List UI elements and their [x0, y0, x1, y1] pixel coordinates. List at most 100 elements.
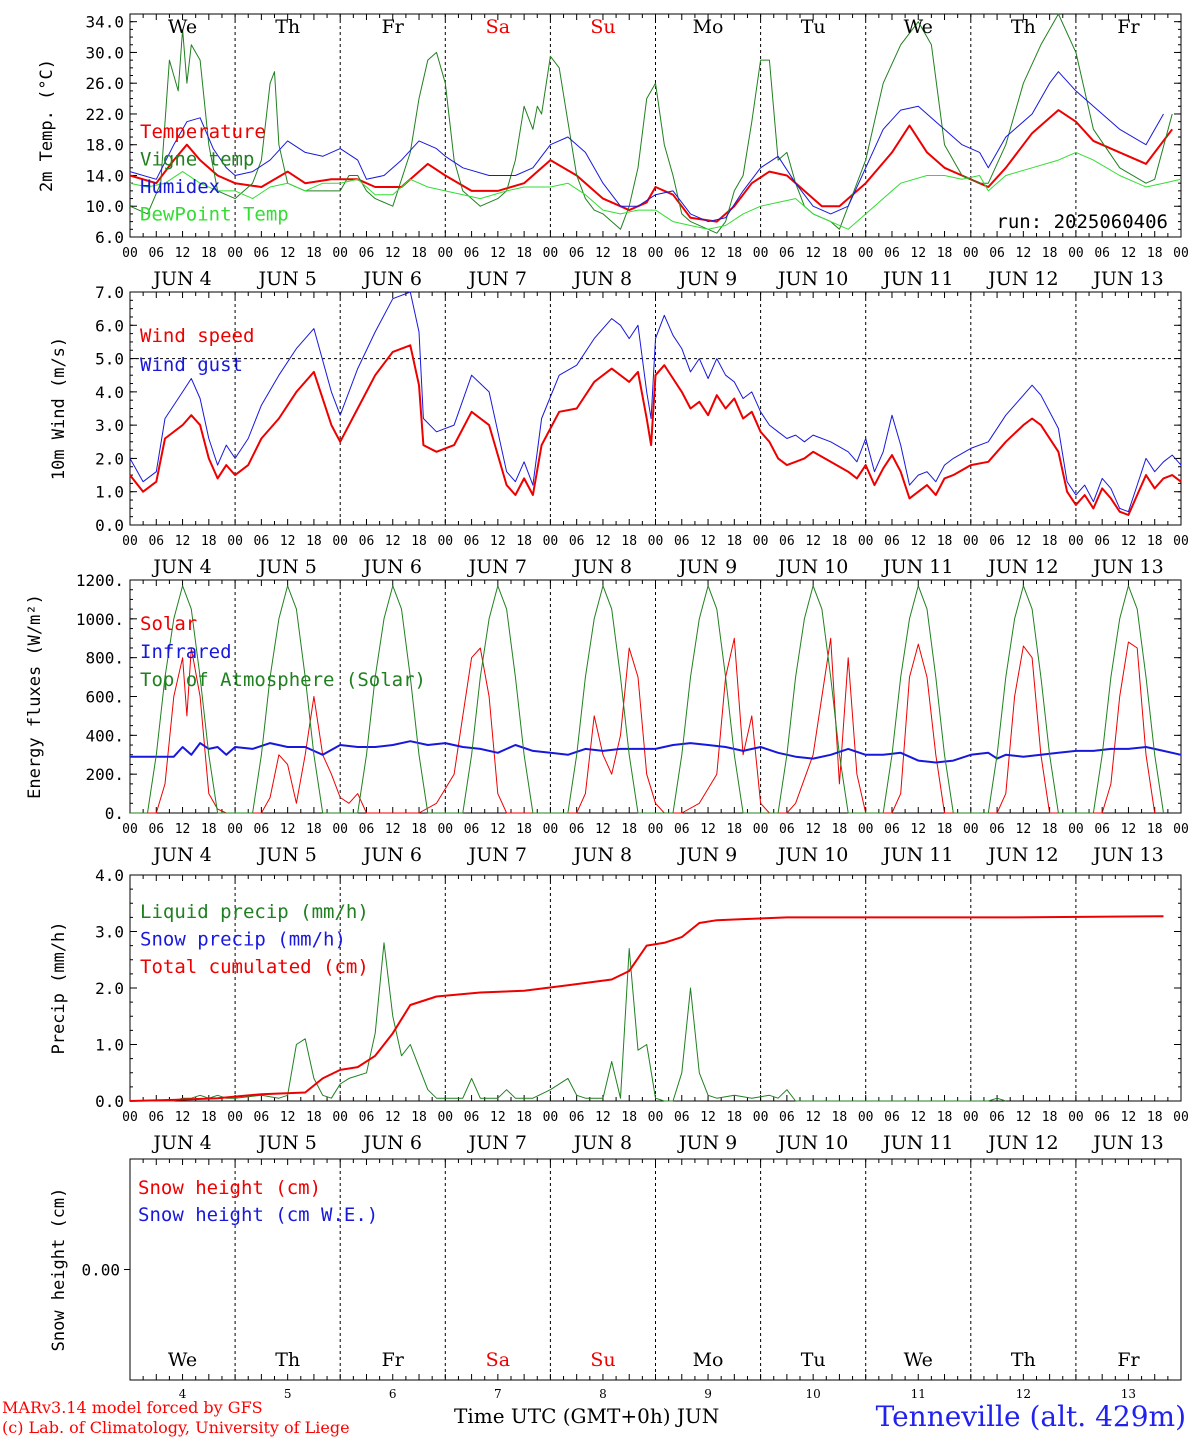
- y-axis-label: Energy fluxes (W/m²): [25, 594, 45, 799]
- date-label: JUN 6: [362, 1132, 422, 1154]
- hour-tick-label: 12: [595, 246, 611, 261]
- y-tick-label: 18.0: [85, 136, 124, 155]
- hour-tick-label: 00: [332, 822, 348, 837]
- hour-tick-label: 18: [937, 822, 953, 837]
- hour-tick-label: 00: [227, 822, 243, 837]
- hour-tick-label: 00: [437, 246, 453, 261]
- hour-tick-label: 06: [464, 246, 480, 261]
- date-label: JUN 12: [986, 1132, 1058, 1154]
- date-label: JUN 5: [256, 556, 316, 578]
- date-label: JUN 4: [151, 844, 211, 866]
- y-tick-label: 0.0: [95, 516, 124, 535]
- hour-tick-label: 00: [227, 246, 243, 261]
- date-label: JUN 8: [572, 844, 632, 866]
- day-of-week-label: Su: [590, 16, 615, 38]
- hour-tick-label: 12: [490, 246, 506, 261]
- hour-tick-label: 18: [621, 534, 637, 549]
- hour-tick-label: 12: [595, 822, 611, 837]
- hour-tick-label: 12: [385, 246, 401, 261]
- hour-tick-label: 06: [989, 822, 1005, 837]
- hour-tick-label: 12: [385, 534, 401, 549]
- day-number-label: 13: [1121, 1387, 1136, 1401]
- date-label: JUN 6: [362, 556, 422, 578]
- hour-tick-label: 12: [490, 1110, 506, 1125]
- legend-entry: Total cumulated (cm): [140, 956, 369, 978]
- hour-tick-label: 00: [1173, 534, 1189, 549]
- y-axis-label: Precip (mm/h): [49, 921, 69, 1054]
- hour-tick-label: 12: [805, 822, 821, 837]
- day-number-label: 10: [806, 1387, 821, 1401]
- date-label: JUN 10: [776, 268, 848, 290]
- hour-tick-label: 00: [753, 246, 769, 261]
- hour-tick-label: 18: [306, 534, 322, 549]
- day-number-label: 11: [911, 1387, 926, 1401]
- hour-tick-label: 00: [753, 1110, 769, 1125]
- hour-tick-label: 18: [726, 1110, 742, 1125]
- series-line-top-of-atmosphere-solar-: [130, 585, 1164, 814]
- hour-tick-label: 00: [858, 246, 874, 261]
- hour-tick-label: 12: [1121, 534, 1137, 549]
- legend-entry: Vigne temp: [140, 149, 254, 171]
- series-line-wind-gust: [129, 291, 1182, 513]
- hour-tick-label: 06: [359, 246, 375, 261]
- hour-tick-label: 06: [989, 534, 1005, 549]
- hour-tick-label: 18: [411, 246, 427, 261]
- hour-tick-label: 12: [175, 1110, 191, 1125]
- hour-tick-label: 00: [858, 822, 874, 837]
- date-label: JUN 8: [572, 556, 632, 578]
- hour-tick-label: 06: [884, 822, 900, 837]
- hour-tick-label: 18: [937, 534, 953, 549]
- hour-tick-label: 18: [726, 822, 742, 837]
- hour-tick-label: 06: [884, 1110, 900, 1125]
- hour-tick-label: 12: [280, 534, 296, 549]
- hour-tick-label: 12: [805, 1110, 821, 1125]
- y-tick-label: 5.0: [95, 350, 124, 369]
- model-credit: MARv3.14 model forced by GFS: [2, 1398, 263, 1417]
- day-of-week-label: Tu: [801, 1349, 826, 1371]
- date-label: JUN 9: [677, 268, 737, 290]
- hour-tick-label: 18: [621, 246, 637, 261]
- hour-tick-label: 18: [201, 822, 217, 837]
- date-label: JUN 13: [1091, 268, 1163, 290]
- y-tick-label: 0.: [105, 804, 124, 823]
- date-label: JUN 7: [467, 844, 527, 866]
- hour-tick-label: 18: [516, 822, 532, 837]
- hour-tick-label: 12: [700, 822, 716, 837]
- y-tick-label: 3.0: [95, 416, 124, 435]
- hour-tick-label: 18: [1147, 1110, 1163, 1125]
- date-label: JUN 12: [986, 844, 1058, 866]
- date-label: JUN 9: [677, 556, 737, 578]
- series-line-total-cumulated-cm-: [129, 915, 1164, 1102]
- hour-tick-label: 00: [753, 534, 769, 549]
- legend-entry: Solar: [140, 613, 197, 635]
- hour-tick-label: 12: [280, 822, 296, 837]
- hour-tick-label: 18: [1042, 822, 1058, 837]
- hour-tick-label: 00: [543, 534, 559, 549]
- hour-tick-label: 00: [332, 1110, 348, 1125]
- day-of-week-label: Th: [1011, 1349, 1036, 1371]
- date-label: JUN 11: [881, 268, 953, 290]
- hour-tick-label: 06: [779, 1110, 795, 1125]
- date-label: JUN 13: [1091, 1132, 1163, 1154]
- series-line-humidex: [129, 71, 1164, 223]
- hour-tick-label: 18: [1147, 246, 1163, 261]
- hour-tick-label: 18: [621, 822, 637, 837]
- hour-tick-label: 12: [490, 822, 506, 837]
- legend-entry: Liquid precip (mm/h): [140, 901, 369, 923]
- hour-tick-label: 00: [122, 822, 138, 837]
- hour-tick-label: 00: [963, 534, 979, 549]
- date-label: JUN 8: [572, 1132, 632, 1154]
- y-tick-label: 2.0: [95, 979, 124, 998]
- hour-tick-label: 06: [989, 246, 1005, 261]
- hour-tick-label: 18: [411, 1110, 427, 1125]
- hour-tick-label: 00: [648, 246, 664, 261]
- hour-tick-label: 00: [1068, 822, 1084, 837]
- legend-entry: Snow precip (mm/h): [140, 929, 346, 951]
- hour-tick-label: 18: [832, 822, 848, 837]
- hour-tick-label: 18: [1147, 822, 1163, 837]
- legend-entry: Top of Atmosphere (Solar): [140, 669, 426, 691]
- hour-tick-label: 18: [516, 534, 532, 549]
- hour-tick-label: 06: [779, 534, 795, 549]
- hour-tick-label: 00: [122, 534, 138, 549]
- hour-tick-label: 06: [884, 534, 900, 549]
